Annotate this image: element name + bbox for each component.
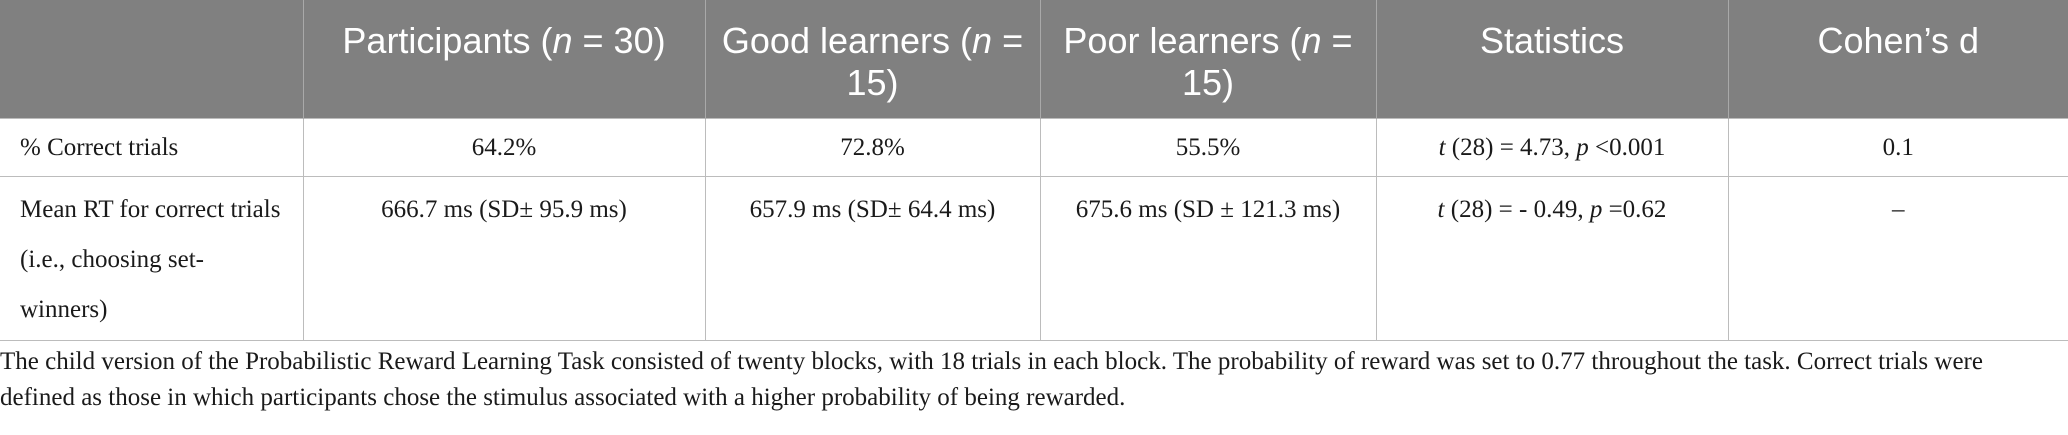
cell-cohens-d: 0.1 <box>1727 117 2068 177</box>
header-statistics: Statistics <box>1375 0 1728 118</box>
header-cohens-d: Cohen’s d <box>1727 0 2068 118</box>
cell-poor-learners: 55.5% <box>1039 117 1377 177</box>
cell-participants: 64.2% <box>302 117 706 177</box>
cell-statistics: t (28) = - 0.49, p =0.62 <box>1375 175 1729 341</box>
header-poor-learners: Poor learners (n = 15) <box>1039 0 1376 118</box>
cell-cohens-d: – <box>1727 175 2068 341</box>
cell-good-learners: 72.8% <box>704 117 1041 177</box>
row-label: Mean RT for correct trials (i.e., choosi… <box>0 175 304 341</box>
table-row: Mean RT for correct trials (i.e., choosi… <box>0 175 2068 341</box>
cell-good-learners: 657.9 ms (SD± 64.4 ms) <box>704 175 1041 341</box>
cell-statistics: t (28) = 4.73, p <0.001 <box>1375 117 1729 177</box>
header-empty <box>0 0 303 118</box>
header-good-learners: Good learners (n = 15) <box>704 0 1040 118</box>
table-header: Participants (n = 30) Good learners (n =… <box>0 0 2068 118</box>
header-row: Participants (n = 30) Good learners (n =… <box>0 0 2068 118</box>
header-participants: Participants (n = 30) <box>302 0 705 118</box>
table-footnote: The child version of the Probabilistic R… <box>0 348 1983 411</box>
row-label: % Correct trials <box>0 117 304 177</box>
cell-participants: 666.7 ms (SD± 95.9 ms) <box>302 175 706 341</box>
results-table: Participants (n = 30) Good learners (n =… <box>0 0 2068 341</box>
cell-poor-learners: 675.6 ms (SD ± 121.3 ms) <box>1039 175 1377 341</box>
table-body: % Correct trials 64.2% 72.8% 55.5% t (28… <box>0 117 2068 341</box>
table-row: % Correct trials 64.2% 72.8% 55.5% t (28… <box>0 117 2068 177</box>
